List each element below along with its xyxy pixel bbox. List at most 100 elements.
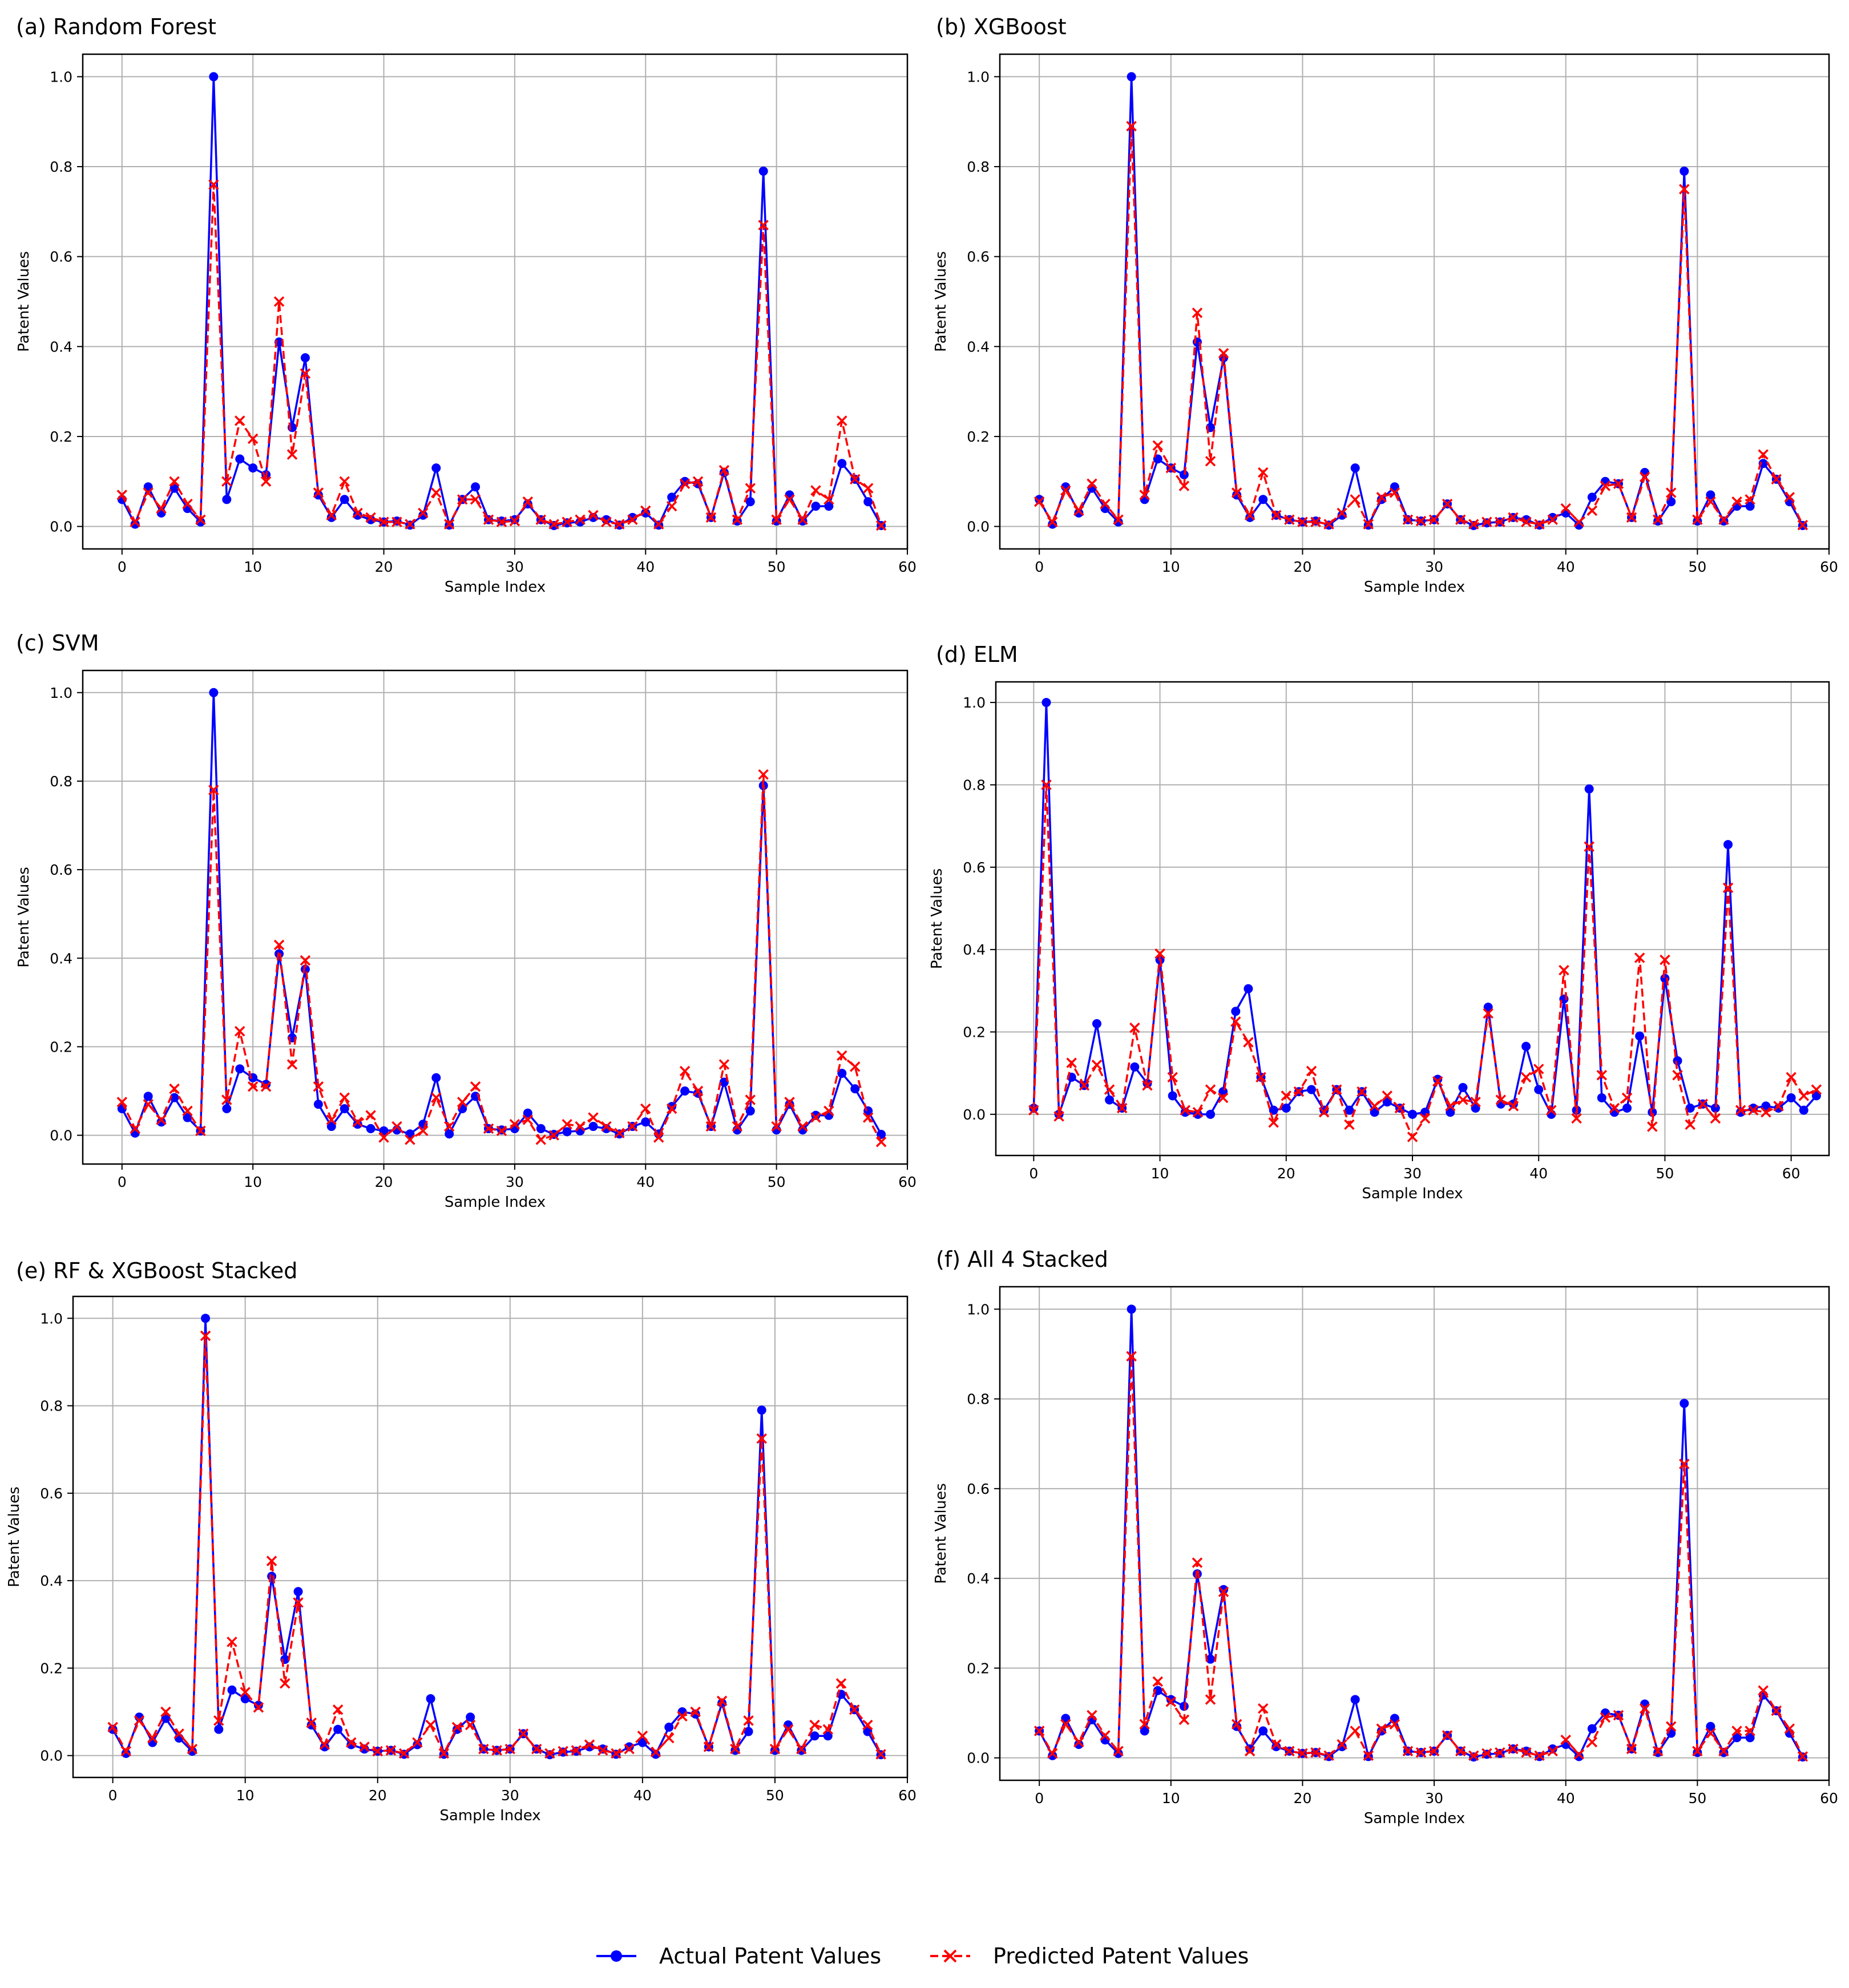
predicted-point — [1047, 1748, 1058, 1759]
predicted-point — [313, 1081, 324, 1092]
predicted-point — [1230, 1016, 1241, 1027]
predicted-point — [1797, 1751, 1808, 1762]
actual-point — [588, 1122, 598, 1132]
predicted-point — [346, 1737, 357, 1748]
predicted-point — [1310, 1747, 1321, 1758]
predicted-point — [548, 519, 559, 530]
predicted-point — [756, 1433, 767, 1444]
predicted-point — [116, 490, 128, 500]
predicted-point — [235, 1026, 245, 1037]
legend-actual-label: Actual Patent Values — [659, 1943, 881, 1969]
actual-point — [1350, 1695, 1360, 1704]
chart-title: (d) ELM — [936, 642, 1018, 667]
y-tick-label: 0.4 — [963, 942, 986, 958]
predicted-point — [522, 1114, 534, 1125]
predicted-point — [1731, 1726, 1742, 1736]
actual-point — [536, 1124, 546, 1133]
x-axis-label: Sample Index — [1364, 579, 1465, 596]
predicted-point — [640, 505, 651, 516]
predicted-point — [627, 514, 638, 526]
predicted-point — [1060, 1719, 1071, 1730]
predicted-point — [1773, 1101, 1784, 1112]
predicted-point — [1139, 490, 1150, 500]
predicted-point — [496, 1125, 507, 1137]
predicted-point — [784, 1097, 795, 1108]
actual-point — [757, 1405, 766, 1415]
x-tick-label: 50 — [768, 1174, 786, 1190]
actual-point — [1105, 1095, 1115, 1105]
actual-point — [744, 1727, 753, 1736]
actual-point — [267, 1571, 277, 1581]
predicted-point — [1745, 494, 1755, 505]
predicted-point — [1705, 496, 1716, 507]
predicted-point — [253, 1702, 264, 1713]
x-tick-label: 60 — [1820, 1790, 1838, 1807]
predicted-point — [187, 1743, 198, 1755]
actual-point — [1408, 1109, 1417, 1119]
actual-point — [1786, 1093, 1796, 1102]
predicted-point — [1344, 1119, 1355, 1130]
x-tick-label: 30 — [501, 1787, 519, 1804]
predicted-point — [1028, 1105, 1039, 1116]
predicted-point — [875, 1749, 886, 1760]
predicted-point — [286, 449, 298, 460]
y-tick-label: 0.4 — [967, 1570, 990, 1587]
predicted-point — [1192, 307, 1203, 318]
predicted-point — [1584, 841, 1594, 852]
predicted-point — [823, 494, 834, 505]
predicted-point — [1481, 1748, 1492, 1759]
x-tick-label: 0 — [1029, 1165, 1038, 1182]
predicted-point — [1033, 496, 1045, 507]
actual-point — [169, 1093, 179, 1102]
predicted-point — [1442, 498, 1453, 510]
x-tick-label: 0 — [108, 1787, 118, 1804]
actual-point — [1761, 1101, 1771, 1111]
predicted-point — [438, 1748, 450, 1759]
chart-title: (a) Random Forest — [16, 14, 216, 39]
predicted-point — [1284, 1745, 1295, 1757]
legend-predicted-marker — [943, 1949, 957, 1963]
predicted-point — [1560, 1734, 1571, 1745]
predicted-point — [1402, 1745, 1414, 1757]
x-tick-label: 50 — [768, 559, 786, 575]
actual-point — [320, 1742, 329, 1752]
predicted-point — [1066, 1057, 1077, 1068]
actual-point — [680, 1086, 690, 1096]
predicted-point — [837, 415, 847, 426]
predicted-point — [705, 1121, 717, 1132]
predicted-point — [1626, 1743, 1637, 1755]
predicted-point — [601, 516, 612, 527]
predicted-point — [1468, 519, 1479, 530]
predicted-point — [1634, 952, 1645, 963]
predicted-point — [1337, 1739, 1347, 1750]
predicted-point — [1376, 492, 1387, 503]
predicted-point — [1192, 1106, 1204, 1118]
actual-point — [601, 515, 611, 524]
predicted-point — [1761, 1106, 1771, 1118]
predicted-point — [796, 1743, 807, 1755]
predicted-point — [1129, 1023, 1140, 1033]
predicted-point — [465, 1719, 476, 1731]
predicted-point — [588, 1112, 599, 1123]
predicted-point — [797, 1121, 808, 1132]
predicted-point — [1154, 948, 1165, 959]
predicted-point — [1167, 1072, 1178, 1083]
predicted-point — [1613, 478, 1624, 489]
actual-point — [1127, 1304, 1136, 1314]
actual-point — [1597, 1093, 1606, 1102]
y-axis-label: Patent Values — [15, 251, 33, 352]
actual-point — [1584, 784, 1594, 794]
predicted-point — [1432, 1076, 1443, 1087]
y-axis-label: Patent Values — [6, 1486, 23, 1587]
predicted-point — [1786, 1072, 1796, 1083]
predicted-point — [1784, 492, 1795, 503]
predicted-point — [1293, 1086, 1305, 1097]
predicted-point — [810, 485, 821, 496]
x-tick-label: 0 — [1035, 1790, 1044, 1807]
actual-point — [209, 688, 219, 697]
actual-point — [1745, 502, 1755, 511]
actual-point — [523, 1108, 532, 1118]
actual-point — [1245, 512, 1255, 522]
predicted-point — [732, 1121, 743, 1132]
chart-panel-3: (c) SVM 0 10 20 30 40 50 60 0.0 0.2 0.4 0.6 0.8 1.0 Sa… — [15, 631, 917, 1211]
